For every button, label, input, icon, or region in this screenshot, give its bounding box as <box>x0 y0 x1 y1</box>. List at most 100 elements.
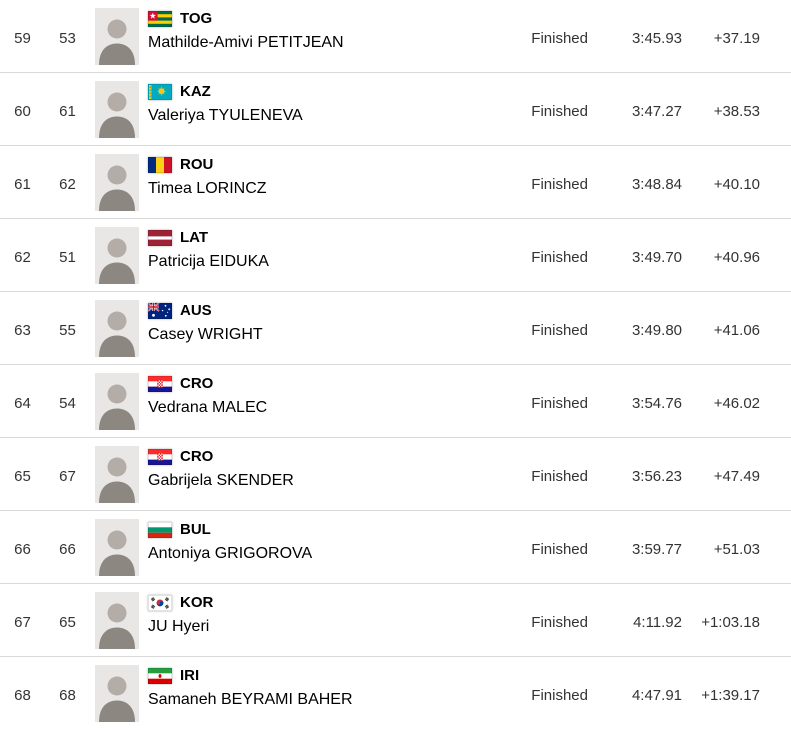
diff-value: +51.03 <box>713 541 760 558</box>
country-code: LAT <box>180 228 209 246</box>
status-value: Finished <box>531 468 588 485</box>
rank-value: 62 <box>14 249 31 266</box>
diff-value: +40.96 <box>713 249 760 266</box>
person-silhouette-icon <box>95 300 139 357</box>
athlete-info: BUL Antoniya GRIGOROVA <box>148 511 312 563</box>
athlete-photo <box>95 300 139 357</box>
country-code: CRO <box>180 447 214 465</box>
flag-cro-icon <box>148 448 172 465</box>
athlete-info: AUS Casey WRIGHT <box>148 292 263 344</box>
bib-value: 68 <box>59 687 76 704</box>
diff-value: +40.10 <box>713 176 760 193</box>
bib-value: 67 <box>59 468 76 485</box>
flag-bul-icon <box>148 521 172 538</box>
rank-value: 67 <box>14 614 31 631</box>
country-line: LAT <box>148 229 269 246</box>
country-line: CRO <box>148 448 294 465</box>
table-row[interactable]: 66 66 BUL Antoniya GRIGOROVA Finished 3:… <box>0 511 791 584</box>
athlete-info: TOG Mathilde-Amivi PETITJEAN <box>148 0 344 52</box>
flag-cro-icon <box>148 375 172 392</box>
rank-value: 61 <box>14 176 31 193</box>
table-row[interactable]: 62 51 LAT Patricija EIDUKA Finished 3:49… <box>0 219 791 292</box>
country-code: CRO <box>180 374 214 392</box>
athlete-info: CRO Vedrana MALEC <box>148 365 267 417</box>
time-value: 3:49.70 <box>631 249 682 266</box>
country-code: AUS <box>180 301 212 319</box>
time-value: 4:47.91 <box>631 687 682 704</box>
table-row[interactable]: 64 54 CRO Vedrana MALEC Finished 3:54.76… <box>0 365 791 438</box>
status-value: Finished <box>531 176 588 193</box>
country-line: ROU <box>148 156 267 173</box>
athlete-info: IRI Samaneh BEYRAMI BAHER <box>148 657 353 709</box>
table-row[interactable]: 60 61 KAZ Valeriya TYULENEVA Finished 3:… <box>0 73 791 146</box>
athlete-photo <box>95 227 139 284</box>
time-value: 3:48.84 <box>631 176 682 193</box>
time-value: 3:59.77 <box>631 541 682 558</box>
diff-value: +1:39.17 <box>701 687 760 704</box>
country-code: TOG <box>180 9 213 27</box>
time-value: 3:54.76 <box>631 395 682 412</box>
athlete-name: Mathilde-Amivi PETITJEAN <box>148 34 344 51</box>
athlete-name: Vedrana MALEC <box>148 399 268 416</box>
athlete-name: Patricija EIDUKA <box>148 253 269 270</box>
diff-value: +46.02 <box>713 395 760 412</box>
athlete-name: Timea LORINCZ <box>148 180 267 197</box>
table-row[interactable]: 61 62 ROU Timea LORINCZ Finished 3:48.84… <box>0 146 791 219</box>
country-line: IRI <box>148 667 353 684</box>
bib-value: 66 <box>59 541 76 558</box>
time-value: 3:56.23 <box>631 468 682 485</box>
table-row[interactable]: 68 68 IRI Samaneh BEYRAMI BAHER Finished… <box>0 657 791 730</box>
flag-tog-icon <box>148 10 172 27</box>
diff-value: +1:03.18 <box>701 614 760 631</box>
time-value: 4:11.92 <box>633 614 682 631</box>
person-silhouette-icon <box>95 227 139 284</box>
athlete-photo <box>95 373 139 430</box>
rank-value: 66 <box>14 541 31 558</box>
table-row[interactable]: 59 53 TOG Mathilde-Amivi PETITJEAN Finis… <box>0 0 791 73</box>
status-value: Finished <box>531 30 588 47</box>
athlete-name: Samaneh BEYRAMI BAHER <box>148 691 353 708</box>
rank-value: 63 <box>14 322 31 339</box>
athlete-name: Valeriya TYULENEVA <box>148 107 303 124</box>
flag-iri-icon <box>148 667 172 684</box>
country-line: TOG <box>148 10 344 27</box>
status-value: Finished <box>531 614 588 631</box>
rank-value: 59 <box>14 30 31 47</box>
country-line: KAZ <box>148 83 303 100</box>
athlete-info: ROU Timea LORINCZ <box>148 146 267 198</box>
status-value: Finished <box>531 103 588 120</box>
table-row[interactable]: 67 65 KOR JU Hyeri Finished 4:11.92 +1:0… <box>0 584 791 657</box>
bib-value: 53 <box>59 30 76 47</box>
athlete-name: Casey WRIGHT <box>148 326 263 343</box>
athlete-name: Antoniya GRIGOROVA <box>148 545 313 562</box>
table-row[interactable]: 63 55 AUS Casey WRIGHT Finished 3:49.80 … <box>0 292 791 365</box>
bib-value: 65 <box>59 614 76 631</box>
person-silhouette-icon <box>95 665 139 722</box>
status-value: Finished <box>531 249 588 266</box>
athlete-name: Gabrijela SKENDER <box>148 472 294 489</box>
country-code: IRI <box>180 666 200 684</box>
country-code: KOR <box>180 593 214 611</box>
time-value: 3:49.80 <box>631 322 682 339</box>
person-silhouette-icon <box>95 592 139 649</box>
athlete-photo <box>95 154 139 211</box>
bib-value: 61 <box>59 103 76 120</box>
country-line: BUL <box>148 521 312 538</box>
athlete-name: JU Hyeri <box>148 618 210 635</box>
person-silhouette-icon <box>95 519 139 576</box>
flag-rou-icon <box>148 156 172 173</box>
flag-lat-icon <box>148 229 172 246</box>
status-value: Finished <box>531 322 588 339</box>
athlete-photo <box>95 665 139 722</box>
flag-aus-icon <box>148 302 172 319</box>
bib-value: 62 <box>59 176 76 193</box>
athlete-info: LAT Patricija EIDUKA <box>148 219 269 271</box>
athlete-photo <box>95 81 139 138</box>
bib-value: 55 <box>59 322 76 339</box>
diff-value: +41.06 <box>713 322 760 339</box>
person-silhouette-icon <box>95 373 139 430</box>
athlete-info: KAZ Valeriya TYULENEVA <box>148 73 303 125</box>
bib-value: 51 <box>59 249 76 266</box>
athlete-info: KOR JU Hyeri <box>148 584 213 636</box>
table-row[interactable]: 65 67 CRO Gabrijela SKENDER Finished 3:5… <box>0 438 791 511</box>
